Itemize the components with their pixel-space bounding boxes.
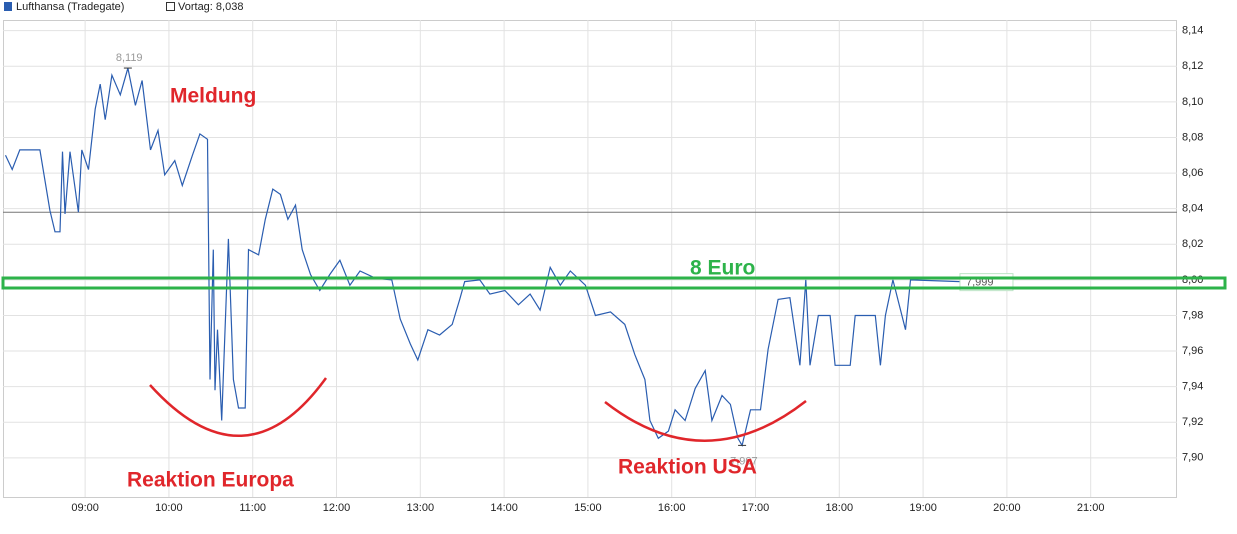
extreme-label: 7,907 [730, 455, 758, 467]
y-tick-label: 7,98 [1182, 309, 1203, 321]
last-value-label: 7,999 [966, 277, 994, 289]
annotation: Reaktion USA [618, 456, 757, 479]
x-tick-label: 12:00 [323, 502, 351, 514]
y-tick-label: 8,12 [1182, 60, 1203, 72]
y-tick-label: 7,96 [1182, 345, 1203, 357]
x-tick-label: 15:00 [574, 502, 602, 514]
y-tick-label: 8,10 [1182, 96, 1203, 108]
x-tick-label: 10:00 [155, 502, 183, 514]
x-tick-label: 19:00 [909, 502, 937, 514]
y-tick-label: 7,94 [1182, 381, 1203, 393]
annotation: Reaktion Europa [127, 469, 294, 492]
annotation: 8 Euro [690, 257, 755, 280]
y-tick-label: 8,08 [1182, 131, 1203, 143]
highlight-band [1, 276, 1227, 290]
x-tick-label: 20:00 [993, 502, 1021, 514]
legend-label: Lufthansa (Tradegate) [16, 1, 124, 13]
x-tick-label: 09:00 [71, 502, 99, 514]
highlight-arc [149, 377, 328, 437]
annotation: Meldung [170, 85, 256, 108]
x-tick-label: 16:00 [658, 502, 686, 514]
x-tick-label: 11:00 [239, 502, 266, 514]
y-tick-label: 7,90 [1182, 452, 1203, 464]
y-tick-label: 8,02 [1182, 238, 1203, 250]
y-tick-label: 8,00 [1182, 274, 1203, 286]
x-tick-label: 17:00 [742, 502, 770, 514]
legend-swatch [166, 2, 175, 11]
highlight-arc [604, 400, 807, 442]
legend-swatch [4, 2, 12, 11]
x-tick-label: 18:00 [826, 502, 854, 514]
x-tick-label: 21:00 [1077, 502, 1105, 514]
y-tick-label: 8,14 [1182, 25, 1203, 37]
x-tick-label: 14:00 [490, 502, 518, 514]
extreme-label: 8,119 [116, 52, 143, 64]
legend-label: Vortag: 8,038 [178, 1, 243, 13]
price-line [4, 67, 961, 447]
y-tick-label: 8,06 [1182, 167, 1203, 179]
plot-frame [3, 20, 1177, 498]
x-tick-label: 13:00 [407, 502, 435, 514]
y-tick-label: 8,04 [1182, 203, 1203, 215]
y-tick-label: 7,92 [1182, 416, 1203, 428]
